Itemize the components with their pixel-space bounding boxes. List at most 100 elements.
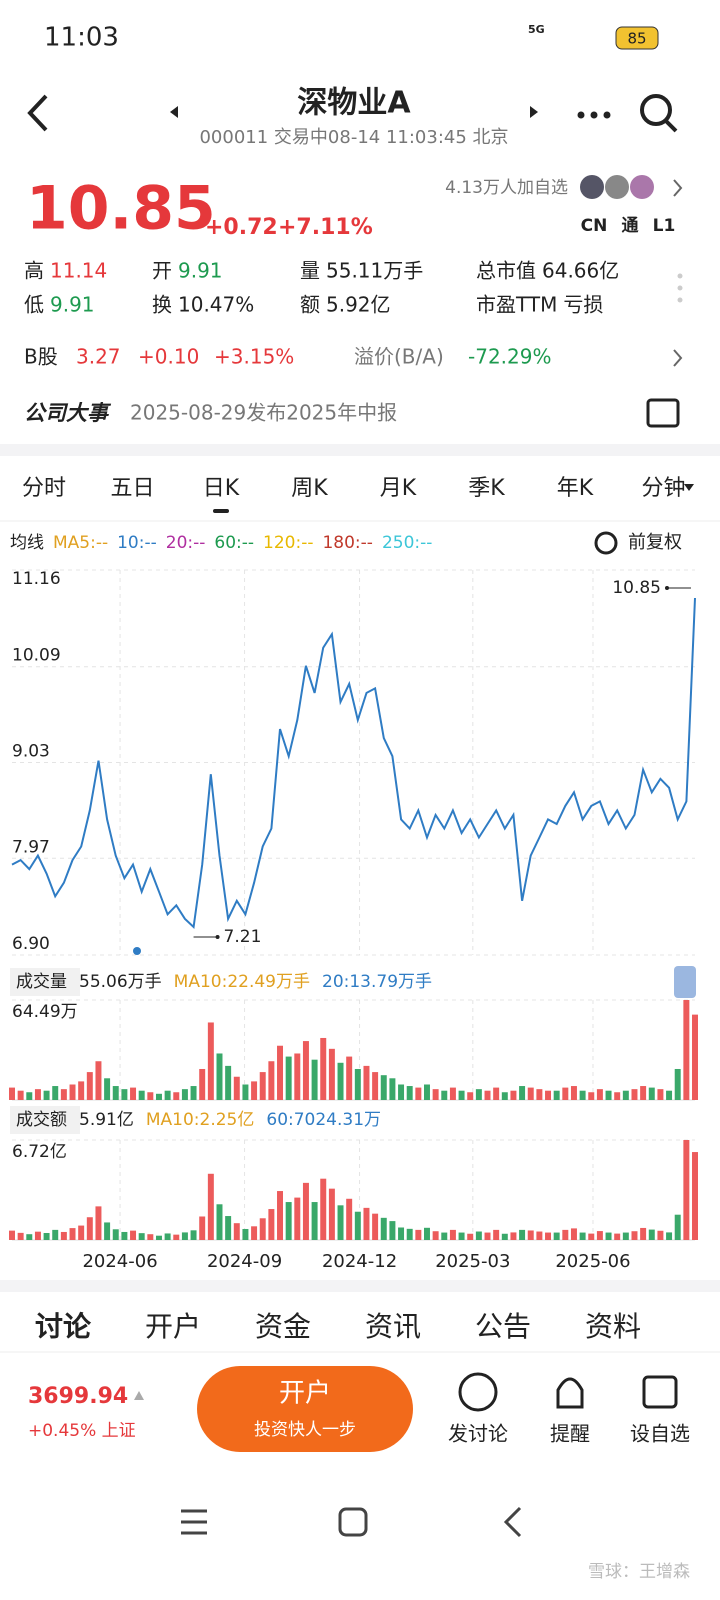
next[interactable] <box>530 106 538 118</box>
bar <box>501 1092 508 1100</box>
bar <box>26 1234 33 1240</box>
content-tab[interactable]: 资料 <box>585 1310 641 1343</box>
bar <box>164 1233 171 1240</box>
event-label: 公司大事 <box>24 401 112 425</box>
bar <box>398 1084 405 1100</box>
bar <box>78 1225 85 1240</box>
high-dot <box>665 586 669 591</box>
period-tab[interactable]: 年K <box>557 476 594 501</box>
bar <box>441 1232 448 1240</box>
action[interactable]: 发讨论 <box>448 1422 508 1446</box>
calendar[interactable] <box>646 398 680 428</box>
bar <box>268 1061 275 1100</box>
bar <box>294 1197 301 1240</box>
change-pct: +7.11% <box>278 215 373 240</box>
bar <box>147 1092 154 1100</box>
bar <box>596 1089 603 1100</box>
bar <box>69 1228 76 1240</box>
ma-legend: 250:-- <box>382 533 432 553</box>
nav-back[interactable] <box>503 1506 522 1538</box>
panel-legend: 成交量 <box>16 972 67 992</box>
bell-icon[interactable] <box>556 1377 584 1409</box>
network: 5G <box>528 23 545 36</box>
bar <box>328 1048 335 1100</box>
search[interactable] <box>640 94 672 126</box>
back[interactable] <box>27 94 48 132</box>
bar <box>130 1230 137 1240</box>
bar <box>423 1227 430 1240</box>
content-tab[interactable]: 讨论 <box>35 1310 92 1343</box>
panel-legend: 60:7024.31万 <box>266 1110 381 1130</box>
bar <box>415 1229 422 1240</box>
watermark: 雪球：王增森 <box>588 1562 690 1582</box>
discuss-icon[interactable] <box>458 1372 498 1412</box>
y-tick-label: 6.90 <box>12 934 50 954</box>
bar <box>138 1090 145 1100</box>
nav-home[interactable] <box>338 1507 368 1537</box>
bar <box>674 1068 681 1100</box>
bar <box>458 1232 465 1240</box>
action[interactable]: 设自选 <box>630 1422 690 1446</box>
bar <box>225 1065 232 1100</box>
bar <box>302 1182 309 1240</box>
prev[interactable] <box>170 106 178 118</box>
watch-icon[interactable] <box>642 1375 678 1409</box>
stat-label: 市盈TTM <box>476 293 557 317</box>
nav-menu[interactable] <box>181 1509 207 1535</box>
bar <box>328 1188 335 1240</box>
ma-legend: 180:-- <box>322 533 372 553</box>
bar <box>251 1226 258 1240</box>
bar <box>406 1086 413 1100</box>
badge: L1 <box>653 216 676 236</box>
bar <box>553 1232 560 1240</box>
bar <box>242 1084 249 1100</box>
content-tab[interactable]: 开户 <box>145 1310 201 1343</box>
bar <box>9 1087 15 1100</box>
content-tab[interactable]: 公告 <box>475 1310 531 1343</box>
bar <box>95 1206 102 1240</box>
clock: 11:03 <box>44 23 119 53</box>
ma-legend: 10:-- <box>117 533 157 553</box>
bar <box>78 1081 85 1100</box>
tab-indicator <box>213 509 229 513</box>
bar <box>527 1230 534 1240</box>
period-tab[interactable]: 五日 <box>110 476 154 501</box>
bar <box>354 1211 361 1240</box>
settings-icon <box>594 531 618 555</box>
chevron[interactable] <box>673 349 683 367</box>
period-tab[interactable]: 分钟 <box>641 476 685 501</box>
period-tab[interactable]: 月K <box>380 476 417 501</box>
drag-handle <box>677 273 683 303</box>
bar <box>467 1092 474 1100</box>
content-tab[interactable]: 资金 <box>255 1310 311 1343</box>
bar <box>406 1228 413 1240</box>
bar <box>527 1087 534 1100</box>
chevron[interactable] <box>673 179 683 197</box>
period-tab[interactable]: 分时 <box>22 476 66 501</box>
period-tab[interactable]: 周K <box>291 476 328 501</box>
period-tab[interactable]: 季K <box>468 476 505 501</box>
bar <box>398 1227 405 1240</box>
content-tab[interactable]: 资讯 <box>365 1310 421 1343</box>
bar <box>372 1213 379 1240</box>
ma-legend: 20:-- <box>166 533 206 553</box>
ma-legend: 120:-- <box>263 533 313 553</box>
action[interactable]: 提醒 <box>550 1422 590 1446</box>
change: +0.72 <box>205 215 278 240</box>
open-account-button[interactable] <box>197 1366 413 1452</box>
bar <box>510 1232 517 1240</box>
y-tick-label: 11.16 <box>12 569 61 589</box>
bar <box>475 1089 482 1100</box>
stat-value: 11.14 <box>50 259 107 283</box>
bar <box>43 1233 50 1240</box>
bar <box>311 1059 318 1100</box>
bar <box>268 1209 275 1240</box>
bar <box>441 1090 448 1100</box>
high-label: 10.85 <box>612 578 661 598</box>
period-tab[interactable]: 日K <box>203 476 240 501</box>
ma-legend: 60:-- <box>214 533 254 553</box>
bar <box>95 1061 102 1100</box>
bar <box>104 1078 111 1100</box>
more[interactable] <box>577 111 611 119</box>
bar <box>614 1233 621 1240</box>
